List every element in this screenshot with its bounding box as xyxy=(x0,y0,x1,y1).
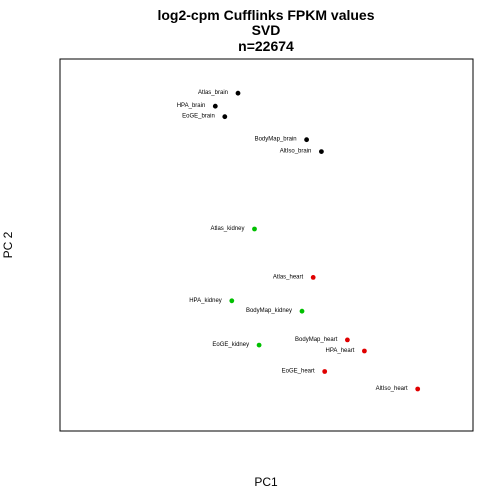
point-label-hpa-brain: HPA_brain xyxy=(177,103,206,109)
point-label-hpa-heart: HPA_heart xyxy=(325,348,354,354)
point-bodymap-heart xyxy=(345,337,350,343)
point-atlas-heart xyxy=(310,275,316,280)
point-label-eoge-kidney: EoGE_kidney xyxy=(212,342,249,348)
point-label-atlas-kidney: Atlas_kidney xyxy=(210,226,244,232)
point-label-altiso-brain: AltIso_brain xyxy=(280,149,312,155)
chart-title-line-1: log2-cpm Cufflinks FPKM values xyxy=(157,7,374,23)
point-hpa-brain xyxy=(212,103,218,109)
x-axis-label: PC1 xyxy=(254,475,278,489)
chart-title-line-2: SVD xyxy=(252,22,281,38)
point-label-bodymap-kidney: BodyMap_kidney xyxy=(246,308,292,314)
point-atlas-kidney xyxy=(252,226,257,232)
point-label-atlas-brain: Atlas_brain xyxy=(198,90,228,96)
point-label-altiso-heart: AltIso_heart xyxy=(376,386,408,392)
point-bodymap-brain xyxy=(304,137,309,143)
point-eoge-brain xyxy=(222,114,228,120)
point-hpa-heart xyxy=(362,348,367,354)
point-label-bodymap-brain: BodyMap_brain xyxy=(255,137,297,143)
point-atlas-brain xyxy=(235,90,241,96)
point-altiso-heart xyxy=(415,386,421,392)
chart-title-line-3: n=22674 xyxy=(238,38,294,54)
point-eoge-heart xyxy=(322,369,328,374)
point-altiso-brain xyxy=(319,149,324,155)
plot-area-frame xyxy=(59,58,474,432)
y-axis-label: PC 2 xyxy=(1,231,15,258)
point-label-eoge-brain: EoGE_brain xyxy=(182,114,215,120)
point-label-atlas-heart: Atlas_heart xyxy=(273,274,304,280)
point-label-bodymap-heart: BodyMap_heart xyxy=(295,337,338,343)
points-layer: Atlas_brain HPA_brain EoGE_brain BodyMap_br… xyxy=(177,90,421,392)
point-label-eoge-heart: EoGE_heart xyxy=(282,369,315,375)
point-hpa-kidney xyxy=(229,298,235,304)
point-label-hpa-kidney: HPA_kidney xyxy=(189,298,222,304)
point-eoge-kidney xyxy=(256,342,262,348)
point-bodymap-kidney xyxy=(299,308,305,314)
